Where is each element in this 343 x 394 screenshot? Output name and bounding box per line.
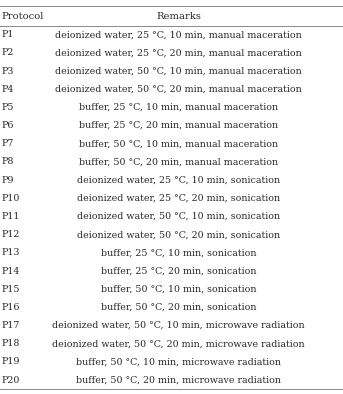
Text: P16: P16	[2, 303, 20, 312]
Text: buffer, 50 °C, 20 min, sonication: buffer, 50 °C, 20 min, sonication	[100, 303, 256, 312]
Text: Remarks: Remarks	[156, 12, 201, 21]
Text: deionized water, 25 °C, 10 min, sonication: deionized water, 25 °C, 10 min, sonicati…	[77, 176, 280, 185]
Text: P14: P14	[2, 267, 20, 275]
Text: P2: P2	[2, 48, 14, 58]
Text: P5: P5	[2, 103, 14, 112]
Text: deionized water, 25 °C, 10 min, manual maceration: deionized water, 25 °C, 10 min, manual m…	[55, 30, 302, 39]
Text: P17: P17	[2, 321, 20, 330]
Text: P4: P4	[2, 85, 14, 94]
Text: deionized water, 50 °C, 10 min, sonication: deionized water, 50 °C, 10 min, sonicati…	[77, 212, 280, 221]
Text: P13: P13	[2, 248, 20, 257]
Text: P8: P8	[2, 158, 14, 167]
Text: Protocol: Protocol	[2, 12, 44, 21]
Text: buffer, 25 °C, 20 min, manual maceration: buffer, 25 °C, 20 min, manual maceration	[79, 121, 278, 130]
Text: P12: P12	[2, 230, 20, 239]
Text: P6: P6	[2, 121, 14, 130]
Text: deionized water, 50 °C, 10 min, manual maceration: deionized water, 50 °C, 10 min, manual m…	[55, 67, 302, 76]
Text: P20: P20	[2, 376, 20, 385]
Text: P1: P1	[2, 30, 14, 39]
Text: deionized water, 25 °C, 20 min, manual maceration: deionized water, 25 °C, 20 min, manual m…	[55, 48, 302, 58]
Text: deionized water, 50 °C, 20 min, sonication: deionized water, 50 °C, 20 min, sonicati…	[77, 230, 280, 239]
Text: P11: P11	[2, 212, 20, 221]
Text: deionized water, 50 °C, 20 min, microwave radiation: deionized water, 50 °C, 20 min, microwav…	[52, 339, 305, 348]
Text: deionized water, 25 °C, 20 min, sonication: deionized water, 25 °C, 20 min, sonicati…	[77, 194, 280, 203]
Text: P9: P9	[2, 176, 14, 185]
Text: buffer, 25 °C, 10 min, sonication: buffer, 25 °C, 10 min, sonication	[100, 248, 256, 257]
Text: buffer, 50 °C, 10 min, manual maceration: buffer, 50 °C, 10 min, manual maceration	[79, 139, 278, 148]
Text: buffer, 50 °C, 10 min, sonication: buffer, 50 °C, 10 min, sonication	[100, 285, 256, 294]
Text: deionized water, 50 °C, 10 min, microwave radiation: deionized water, 50 °C, 10 min, microwav…	[52, 321, 305, 330]
Text: deionized water, 50 °C, 20 min, manual maceration: deionized water, 50 °C, 20 min, manual m…	[55, 85, 302, 94]
Text: buffer, 25 °C, 20 min, sonication: buffer, 25 °C, 20 min, sonication	[100, 267, 256, 275]
Text: P3: P3	[2, 67, 14, 76]
Text: buffer, 50 °C, 20 min, microwave radiation: buffer, 50 °C, 20 min, microwave radiati…	[76, 376, 281, 385]
Text: P10: P10	[2, 194, 20, 203]
Text: buffer, 50 °C, 10 min, microwave radiation: buffer, 50 °C, 10 min, microwave radiati…	[76, 357, 281, 366]
Text: P19: P19	[2, 357, 20, 366]
Text: P15: P15	[2, 285, 20, 294]
Text: P18: P18	[2, 339, 20, 348]
Text: buffer, 50 °C, 20 min, manual maceration: buffer, 50 °C, 20 min, manual maceration	[79, 158, 278, 167]
Text: buffer, 25 °C, 10 min, manual maceration: buffer, 25 °C, 10 min, manual maceration	[79, 103, 278, 112]
Text: P7: P7	[2, 139, 14, 148]
